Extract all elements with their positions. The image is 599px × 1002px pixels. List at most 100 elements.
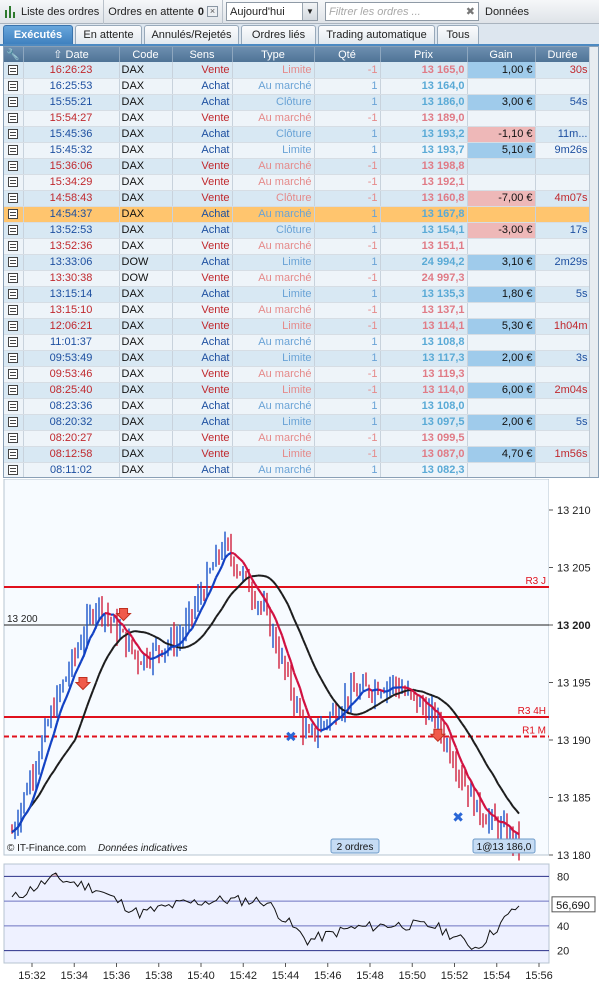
- tab-trading-automatique[interactable]: Trading automatique: [318, 25, 435, 44]
- table-row[interactable]: 15:45:32 DAX Achat Limite 1 13 193,7 5,10 €9m2…: [4, 142, 591, 159]
- tab-annules-rejetes[interactable]: Annulés/Rejetés: [144, 25, 239, 44]
- document-icon[interactable]: [8, 145, 19, 156]
- table-row[interactable]: 15:54:27 DAX Vente Au marché -1 13 189,0: [4, 110, 591, 127]
- slow-moving-average: [272, 580, 277, 586]
- column-header-tools[interactable]: 🔧: [4, 47, 24, 62]
- table-row[interactable]: 09:53:49 DAX Achat Limite 1 13 117,3 2,00 €3s: [4, 350, 591, 367]
- table-row[interactable]: 15:36:06 DAX Vente Au marché -1 13 198,8: [4, 158, 591, 175]
- fast-moving-average: [445, 724, 452, 733]
- document-icon[interactable]: [8, 129, 19, 140]
- order-detail-icon: [4, 382, 24, 399]
- document-icon[interactable]: [8, 385, 19, 396]
- table-row[interactable]: 15:55:21 DAX Achat Clôture 1 13 186,0 3,00 €54…: [4, 94, 591, 111]
- table-row[interactable]: 13:30:38 DOW Vente Au marché -1 24 997,3: [4, 270, 591, 287]
- table-row[interactable]: 14:54:37 DAX Achat Au marché 1 13 167,8: [4, 206, 591, 223]
- document-icon[interactable]: [8, 257, 19, 268]
- table-row[interactable]: 13:15:10 DAX Vente Au marché -1 13 137,1: [4, 302, 591, 319]
- chart-canvas[interactable]: 13 210 13 205 13 200 13 195 13 190 13 185 13 1…: [0, 479, 599, 1002]
- cell-date: 15:34:29: [23, 174, 120, 191]
- document-icon[interactable]: [8, 353, 19, 364]
- table-row[interactable]: 09:53:46 DAX Vente Au marché -1 13 119,3: [4, 366, 591, 383]
- column-header-date[interactable]: ⇧ Date: [23, 47, 120, 62]
- table-row[interactable]: 14:58:43 DAX Vente Clôture -1 13 160,8 -7,00 €…: [4, 190, 591, 207]
- slow-moving-average: [389, 694, 394, 699]
- document-icon[interactable]: [8, 113, 19, 124]
- price-tick-label: 13 195: [557, 678, 591, 690]
- pending-orders-button[interactable]: Ordres en attente 0 ×: [104, 0, 223, 24]
- column-header-code[interactable]: Code: [119, 47, 173, 62]
- orders-list-button[interactable]: Liste des ordres: [0, 0, 105, 24]
- fast-moving-average: [440, 715, 445, 723]
- document-icon[interactable]: [8, 433, 19, 444]
- clear-search-icon[interactable]: ✖: [465, 6, 475, 18]
- column-header-qty[interactable]: Qté: [314, 47, 381, 62]
- table-row[interactable]: 08:20:32 DAX Achat Limite 1 13 097,5 2,00 €5s: [4, 414, 591, 431]
- document-icon[interactable]: [8, 465, 19, 476]
- table-scrollbar[interactable]: [589, 47, 598, 477]
- tab-tous[interactable]: Tous: [437, 25, 479, 44]
- price-tick-label: 13 180: [557, 850, 591, 862]
- fast-moving-average: [74, 667, 79, 675]
- table-row[interactable]: 13:52:36 DAX Vente Au marché -1 13 151,1: [4, 238, 591, 255]
- table-row[interactable]: 08:20:27 DAX Vente Au marché -1 13 099,5: [4, 430, 591, 447]
- document-icon[interactable]: [8, 64, 19, 75]
- table-row[interactable]: 16:25:53 DAX Achat Au marché 1 13 164,0: [4, 78, 591, 95]
- slow-moving-average: [221, 603, 226, 610]
- order-detail-icon: [4, 174, 24, 191]
- tab-en-attente[interactable]: En attente: [75, 25, 142, 44]
- document-icon[interactable]: [8, 321, 19, 332]
- tab-ordres-lies[interactable]: Ordres liés: [241, 25, 316, 44]
- table-row[interactable]: 15:34:29 DAX Vente Au marché -1 13 192,1: [4, 174, 591, 191]
- price-chart[interactable]: 13 210 13 205 13 200 13 195 13 190 13 185 13 1…: [0, 479, 599, 1002]
- document-icon[interactable]: [8, 209, 19, 220]
- document-icon[interactable]: [8, 161, 19, 172]
- slow-moving-average: [209, 621, 214, 628]
- table-row[interactable]: 13:52:53 DAX Achat Clôture 1 13 154,1 -3,00 €1…: [4, 222, 591, 239]
- table-row[interactable]: 11:01:37 DAX Achat Au marché 1 13 108,8: [4, 334, 591, 351]
- table-row[interactable]: 08:12:58 DAX Vente Limite -1 13 087,0 4,70 €1m…: [4, 446, 591, 463]
- document-icon[interactable]: [8, 401, 19, 412]
- time-tick-label: 15:40: [187, 970, 215, 982]
- chevron-down-icon[interactable]: ▼: [302, 3, 317, 20]
- cell-qty: 1: [314, 94, 381, 111]
- slow-moving-average: [263, 575, 268, 578]
- search-input[interactable]: Filtrer les ordres ... ✖: [325, 2, 479, 21]
- table-row[interactable]: 08:11:02 DAX Achat Au marché 1 13 082,3: [4, 462, 591, 477]
- column-header-prix[interactable]: Prix: [380, 47, 468, 62]
- column-header-gain[interactable]: Gain: [467, 47, 536, 62]
- column-header-sens[interactable]: Sens: [172, 47, 233, 62]
- document-icon[interactable]: [8, 449, 19, 460]
- data-menu[interactable]: Données: [485, 5, 530, 18]
- table-row[interactable]: 12:06:21 DAX Vente Limite -1 13 114,1 5,30 €1h…: [4, 318, 591, 335]
- close-icon[interactable]: ×: [207, 6, 218, 17]
- document-icon[interactable]: [8, 241, 19, 252]
- document-icon[interactable]: [8, 305, 19, 316]
- table-row[interactable]: 13:33:06 DOW Achat Limite 1 24 994,2 3,10 €2m2…: [4, 254, 591, 271]
- slow-moving-average: [59, 756, 64, 762]
- period-select[interactable]: Aujourd'hui ▼: [226, 2, 318, 21]
- column-header-duree[interactable]: Durée: [535, 47, 591, 62]
- document-icon[interactable]: [8, 225, 19, 236]
- cell-prix: 13 114,0: [380, 382, 468, 399]
- document-icon[interactable]: [8, 177, 19, 188]
- slow-moving-average: [281, 593, 286, 600]
- document-icon[interactable]: [8, 417, 19, 428]
- cell-prix: 13 099,5: [380, 430, 468, 447]
- document-icon[interactable]: [8, 81, 19, 92]
- document-icon[interactable]: [8, 289, 19, 300]
- document-icon[interactable]: [8, 369, 19, 380]
- document-icon[interactable]: [8, 193, 19, 204]
- table-row[interactable]: 15:45:36 DAX Achat Clôture 1 13 193,2 -1,10 €1…: [4, 126, 591, 143]
- document-icon[interactable]: [8, 273, 19, 284]
- column-header-type[interactable]: Type: [232, 47, 315, 62]
- table-row[interactable]: 08:23:36 DAX Achat Au marché 1 13 108,0: [4, 398, 591, 415]
- document-icon[interactable]: [8, 337, 19, 348]
- tab-executes[interactable]: Exécutés: [3, 25, 73, 44]
- table-row[interactable]: 13:15:14 DAX Achat Limite 1 13 135,3 1,80 €5s: [4, 286, 591, 303]
- orders-badge[interactable]: [330, 838, 380, 854]
- slow-moving-average: [68, 743, 73, 750]
- document-icon[interactable]: [8, 97, 19, 108]
- table-row[interactable]: 08:25:40 DAX Vente Limite -1 13 114,0 6,00 €2m…: [4, 382, 591, 399]
- slow-moving-average: [242, 578, 247, 583]
- table-row[interactable]: 16:26:23 DAX Vente Limite -1 13 165,0 1,00 €30…: [4, 62, 591, 79]
